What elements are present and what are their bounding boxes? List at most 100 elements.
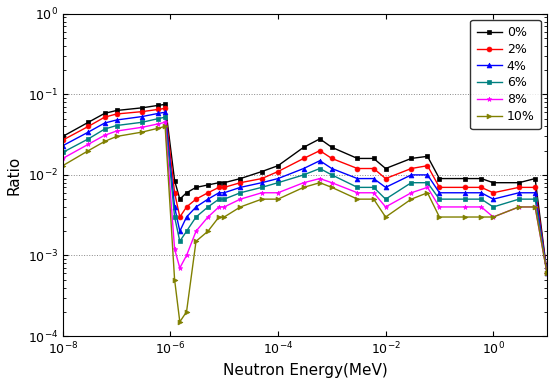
8% <box>275 191 281 195</box>
0% <box>204 182 211 187</box>
0% <box>237 176 244 181</box>
2% <box>316 148 323 153</box>
0% <box>436 176 443 181</box>
0% <box>424 154 431 159</box>
2% <box>85 124 92 129</box>
0% <box>171 178 178 183</box>
6% <box>113 123 120 128</box>
4% <box>316 158 323 163</box>
10% <box>171 278 178 282</box>
8% <box>436 205 443 209</box>
4% <box>193 205 199 209</box>
6% <box>370 185 377 190</box>
8% <box>370 191 377 195</box>
0% <box>490 181 496 185</box>
4% <box>478 191 485 195</box>
8% <box>162 120 168 125</box>
Line: 8%: 8% <box>60 120 550 276</box>
4% <box>532 191 538 195</box>
2% <box>436 185 443 190</box>
0% <box>532 176 538 181</box>
Line: 0%: 0% <box>60 102 550 276</box>
8% <box>177 266 183 270</box>
6% <box>275 181 281 185</box>
0% <box>516 181 522 185</box>
8% <box>532 205 538 209</box>
6% <box>101 127 108 131</box>
8% <box>59 156 66 161</box>
8% <box>171 247 178 251</box>
6% <box>424 181 431 185</box>
10% <box>516 205 522 209</box>
10% <box>193 239 199 244</box>
0% <box>193 185 199 190</box>
6% <box>155 116 162 121</box>
0% <box>370 156 377 161</box>
8% <box>221 205 228 209</box>
8% <box>155 122 162 126</box>
6% <box>490 205 496 209</box>
0% <box>300 145 307 150</box>
6% <box>162 115 168 119</box>
8% <box>300 181 307 185</box>
8% <box>139 125 146 130</box>
0% <box>177 197 183 201</box>
6% <box>139 120 146 125</box>
4% <box>85 130 92 134</box>
6% <box>204 205 211 209</box>
8% <box>516 205 522 209</box>
6% <box>221 197 228 201</box>
10% <box>370 197 377 201</box>
0% <box>113 108 120 113</box>
2% <box>300 156 307 161</box>
6% <box>408 181 414 185</box>
10% <box>436 215 443 219</box>
6% <box>478 197 485 201</box>
2% <box>408 166 414 171</box>
10% <box>300 185 307 190</box>
0% <box>329 145 335 150</box>
2% <box>204 191 211 195</box>
X-axis label: Neutron Energy(MeV): Neutron Energy(MeV) <box>223 363 387 378</box>
8% <box>478 205 485 209</box>
0% <box>216 181 222 185</box>
2% <box>478 185 485 190</box>
8% <box>204 215 211 219</box>
0% <box>462 176 469 181</box>
10% <box>59 163 66 168</box>
2% <box>177 215 183 219</box>
4% <box>462 191 469 195</box>
4% <box>237 185 244 190</box>
8% <box>543 271 550 276</box>
10% <box>221 215 228 219</box>
4% <box>139 114 146 119</box>
2% <box>462 185 469 190</box>
0% <box>382 166 389 171</box>
0% <box>354 156 361 161</box>
0% <box>59 134 66 139</box>
10% <box>113 134 120 139</box>
10% <box>275 197 281 201</box>
Line: 10%: 10% <box>60 124 550 324</box>
2% <box>354 166 361 171</box>
10% <box>139 130 146 134</box>
4% <box>259 181 265 185</box>
8% <box>183 253 190 258</box>
6% <box>237 191 244 195</box>
0% <box>259 169 265 174</box>
0% <box>162 102 168 107</box>
4% <box>216 191 222 195</box>
Line: 4%: 4% <box>60 110 550 276</box>
2% <box>155 107 162 112</box>
4% <box>516 191 522 195</box>
6% <box>216 197 222 201</box>
2% <box>490 191 496 195</box>
6% <box>171 215 178 219</box>
8% <box>237 197 244 201</box>
Legend: 0%, 2%, 4%, 6%, 8%, 10%: 0%, 2%, 4%, 6%, 8%, 10% <box>470 20 541 129</box>
4% <box>221 191 228 195</box>
0% <box>408 156 414 161</box>
0% <box>543 271 550 276</box>
10% <box>462 215 469 219</box>
10% <box>382 215 389 219</box>
